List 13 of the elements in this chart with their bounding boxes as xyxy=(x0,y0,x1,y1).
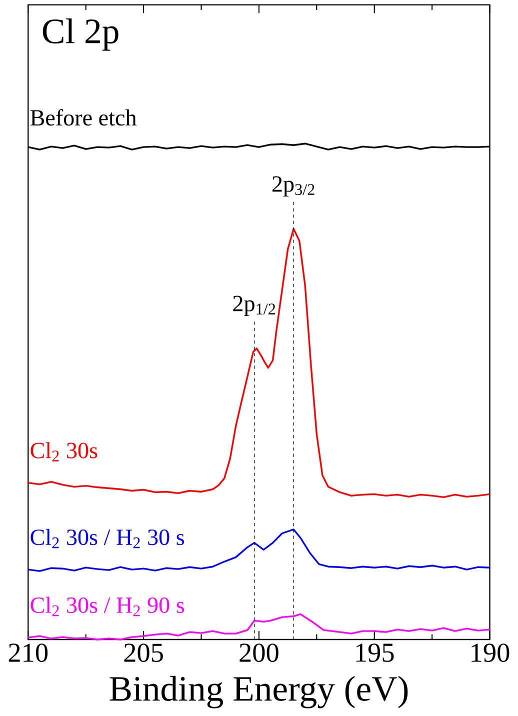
series-label: Before etch xyxy=(30,109,137,126)
x-tick-label: 195 xyxy=(356,644,394,662)
series-label: Cl$_{2}$ 30s / H$_{2}$ 30 s xyxy=(30,528,184,548)
ref-line-label: 2p$_{1/2}$ xyxy=(233,296,276,316)
x-tick-label: 205 xyxy=(124,644,163,662)
x-axis-title: Binding Energy (eV) xyxy=(110,676,408,708)
x-tick-label: 200 xyxy=(240,644,278,662)
x-tick-label: 190 xyxy=(472,644,510,662)
series-label: Cl$_{2}$ 30s xyxy=(30,442,98,462)
series-label: Cl$_{2}$ 30s / H$_{2}$ 90 s xyxy=(30,596,184,616)
chart-title: Cl 2p xyxy=(42,18,118,51)
x-tick-label: 210 xyxy=(8,644,48,662)
ref-line-label: 2p$_{3/2}$ xyxy=(272,176,314,196)
